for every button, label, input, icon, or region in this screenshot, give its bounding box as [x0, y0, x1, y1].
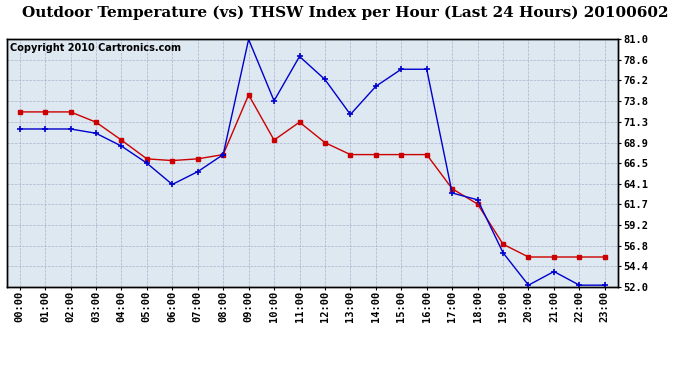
Text: Copyright 2010 Cartronics.com: Copyright 2010 Cartronics.com	[10, 43, 181, 53]
Text: Outdoor Temperature (vs) THSW Index per Hour (Last 24 Hours) 20100602: Outdoor Temperature (vs) THSW Index per …	[22, 6, 668, 20]
